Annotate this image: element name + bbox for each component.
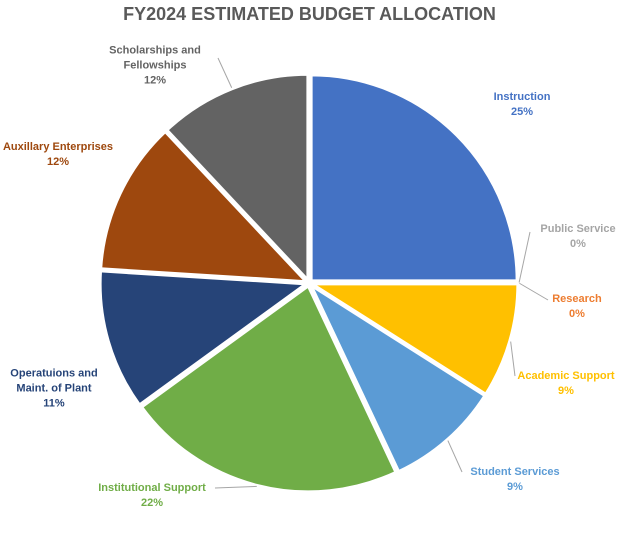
category-label: Operatuions and Maint. of Plant [10, 367, 98, 395]
pie-slice [306, 282, 520, 397]
leader-line [510, 341, 516, 377]
pie-slice [98, 269, 311, 408]
data-label: Academic Support 9% [496, 369, 619, 399]
pie-slice [99, 129, 310, 284]
chart-title: FY2024 ESTIMATED BUDGET ALLOCATION [123, 4, 496, 24]
value-label: 0% [569, 308, 585, 320]
leader-line [518, 282, 549, 301]
category-label: Scholarships and Fellowships [109, 44, 201, 72]
leader-line [447, 440, 463, 473]
value-label: 9% [507, 481, 523, 493]
category-label: Student Services [470, 466, 560, 478]
data-label: Operatuions and Maint. of Plant 11% [0, 367, 124, 412]
category-label: Research [552, 293, 602, 305]
pie-slice [164, 72, 310, 284]
pie-slice [309, 73, 519, 283]
data-label: Institutional Support 22% [82, 481, 222, 511]
value-label: 11% [43, 397, 65, 410]
value-label: 25% [510, 106, 534, 118]
data-label: Auxillary Enterprises 12% [0, 140, 128, 170]
pie-slice [139, 283, 398, 494]
category-label: Public Service [540, 223, 616, 235]
category-label: Academic Support [517, 370, 615, 382]
data-label: Student Services 9% [445, 465, 585, 495]
leader-line [214, 485, 257, 489]
value-label: 22% [140, 497, 164, 509]
data-label: Instruction 25% [452, 90, 592, 120]
value-label: 0% [570, 238, 586, 250]
leader-line [518, 231, 531, 284]
data-label: Research 0% [507, 292, 619, 322]
category-label: Auxillary Enterprises [2, 141, 114, 153]
pie-slice [307, 281, 487, 474]
data-label: Scholarships and Fellowships 12% [85, 44, 225, 89]
category-label: Institutional Support [98, 482, 206, 494]
category-label: Instruction [493, 91, 551, 103]
leader-line [217, 57, 233, 88]
data-label: Public Service 0% [508, 222, 619, 252]
value-label: 9% [558, 385, 574, 397]
value-label: 12% [143, 74, 167, 87]
value-label: 12% [46, 156, 70, 168]
